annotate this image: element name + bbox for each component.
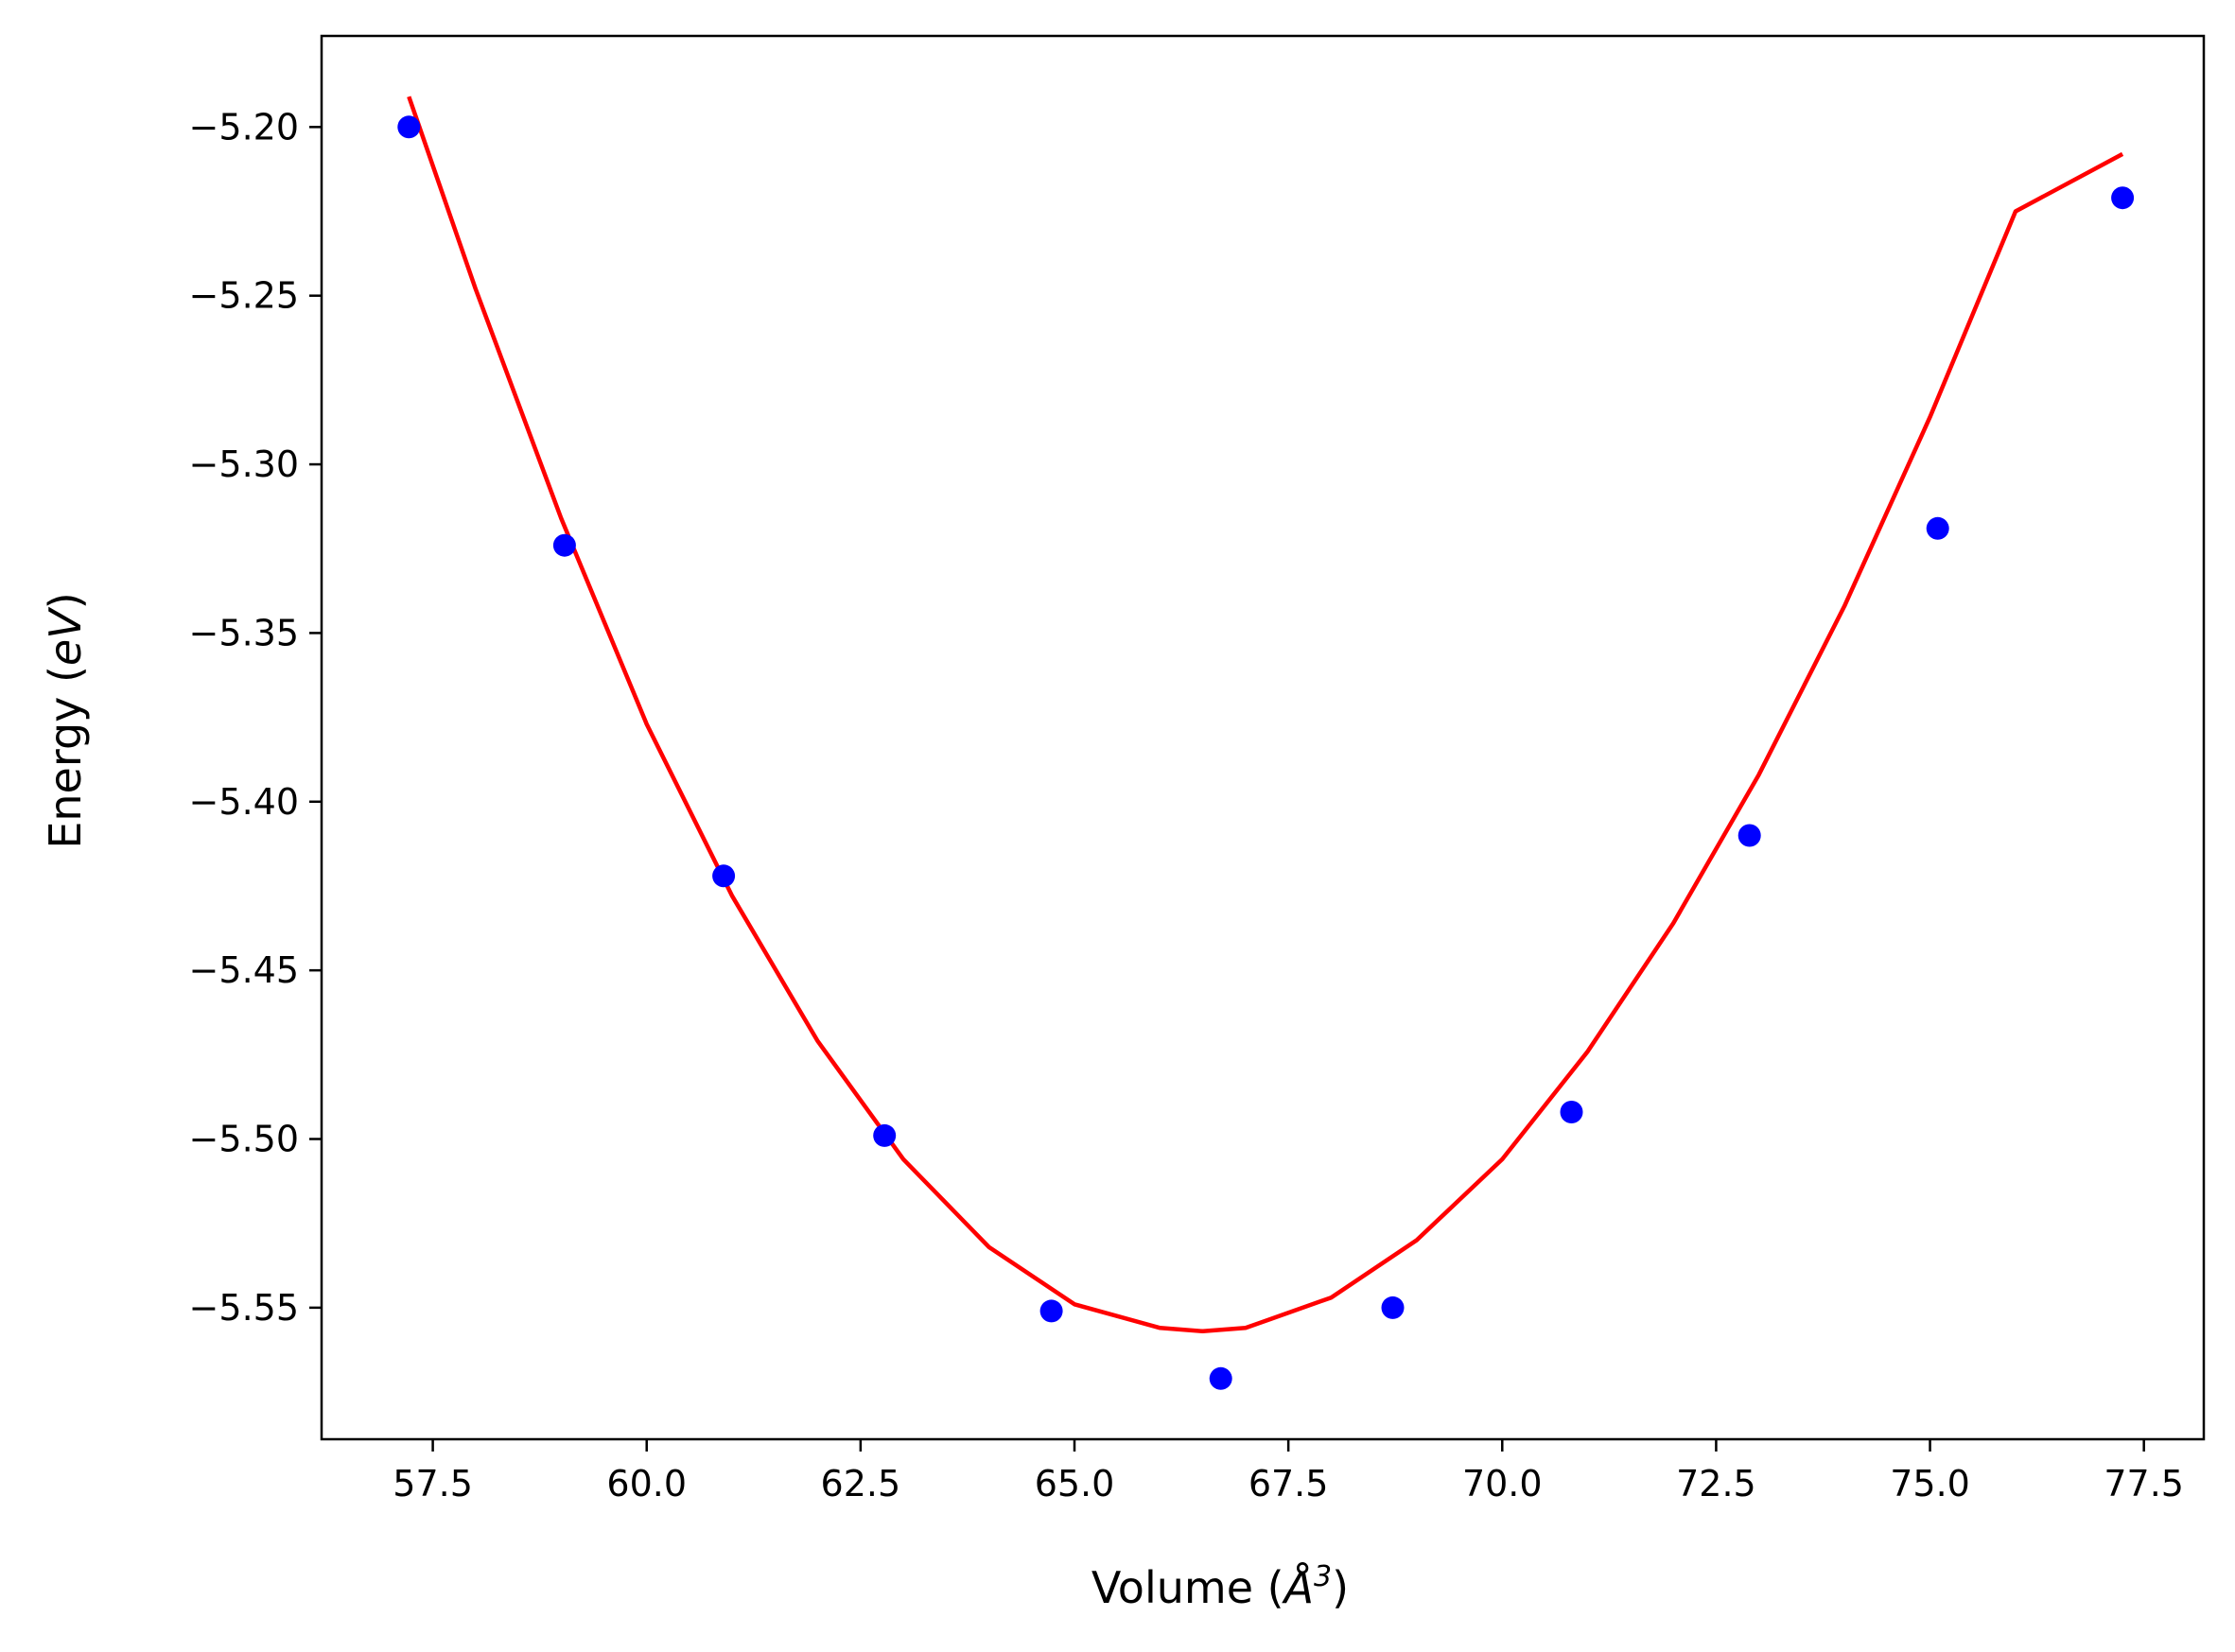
x-tick-label: 70.0 bbox=[1462, 1463, 1543, 1504]
x-tick-label: 77.5 bbox=[2104, 1463, 2184, 1504]
y-tick-label: −5.40 bbox=[189, 781, 299, 823]
fit-curve bbox=[407, 96, 2124, 1334]
y-axis-ticks: −5.20 −5.25 −5.30 −5.35 −5.40 −5.45 −5.50 −5.55 bbox=[189, 106, 322, 1329]
data-point bbox=[1926, 516, 1949, 540]
x-tick-label: 60.0 bbox=[606, 1463, 687, 1504]
y-tick-label: −5.50 bbox=[189, 1119, 299, 1160]
plot-frame bbox=[320, 34, 2206, 1441]
y-tick-label: −5.35 bbox=[189, 612, 299, 653]
x-tick-label: 57.5 bbox=[393, 1463, 473, 1504]
data-point bbox=[1039, 1299, 1063, 1323]
x-tick-label: 67.5 bbox=[1248, 1463, 1329, 1504]
data-point bbox=[712, 864, 736, 888]
data-point bbox=[397, 115, 421, 139]
x-axis-label: Volume (Å3) bbox=[1091, 1560, 1349, 1613]
x-tick-label: 65.0 bbox=[1035, 1463, 1115, 1504]
data-point bbox=[1560, 1101, 1583, 1123]
data-point bbox=[552, 533, 576, 557]
x-tick-label: 75.0 bbox=[1890, 1463, 1970, 1504]
plot-content bbox=[397, 96, 2135, 1390]
x-axis-ticks: 57.5 60.0 62.5 65.0 67.5 70.0 72.5 75.0 77.5 bbox=[393, 1439, 2184, 1504]
data-point bbox=[1209, 1366, 1232, 1390]
y-tick-label: −5.45 bbox=[189, 949, 299, 991]
y-tick-label: −5.55 bbox=[189, 1287, 299, 1329]
y-tick-label: −5.30 bbox=[189, 443, 299, 485]
y-tick-label: −5.25 bbox=[189, 275, 299, 317]
data-point bbox=[2111, 186, 2135, 210]
data-point bbox=[873, 1123, 897, 1147]
y-axis-label: Energy (eV) bbox=[40, 592, 91, 848]
x-tick-label: 62.5 bbox=[821, 1463, 901, 1504]
data-point bbox=[1381, 1296, 1405, 1319]
data-point bbox=[1737, 824, 1761, 847]
y-tick-label: −5.20 bbox=[189, 106, 299, 148]
x-tick-label: 72.5 bbox=[1676, 1463, 1756, 1504]
